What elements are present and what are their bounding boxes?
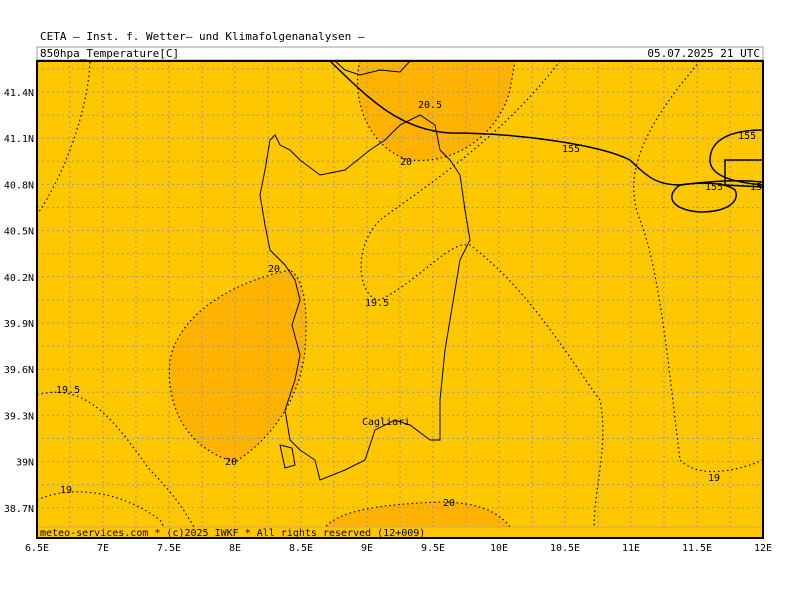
map-frame bbox=[36, 60, 764, 539]
x-tick-label: 6.5E bbox=[25, 543, 49, 554]
footer-text: meteo-services.com * (c)2025 IWKF * All … bbox=[40, 528, 425, 539]
y-tick-label: 40.5N bbox=[4, 227, 34, 238]
source-title: CETA — Inst. f. Wetter— und Klimafolgena… bbox=[40, 30, 365, 43]
contour-label: 15 bbox=[750, 182, 762, 193]
x-tick-label: 9.5E bbox=[421, 543, 445, 554]
y-tick-label: 39.3N bbox=[4, 411, 34, 422]
contour-label: 20 bbox=[400, 157, 412, 168]
coastline bbox=[259, 60, 471, 481]
contour-label: 20 bbox=[225, 457, 237, 468]
y-tick-label: 39.6N bbox=[4, 365, 34, 376]
contour-label: 155 bbox=[705, 182, 723, 193]
warm-region bbox=[357, 61, 515, 161]
valid-time: 05.07.2025 21 UTC bbox=[647, 47, 760, 60]
contour-label: 20 bbox=[443, 498, 455, 509]
contour-label: 155 bbox=[562, 144, 580, 155]
y-tick-label: 38.7N bbox=[4, 504, 34, 515]
y-tick-label: 39N bbox=[16, 458, 34, 469]
contour-label: 19 bbox=[708, 473, 720, 484]
x-tick-label: 7.5E bbox=[157, 543, 181, 554]
warm-region bbox=[169, 270, 307, 462]
geopotential-contours bbox=[329, 60, 764, 213]
contour-labels: 20.5 20 155 155 155 15 20 19.5 19.5 20 1… bbox=[56, 100, 762, 509]
x-tick-label: 10E bbox=[490, 543, 508, 554]
x-tick-label: 11.5E bbox=[682, 543, 712, 554]
contour-label: 19 bbox=[60, 485, 72, 496]
x-tick-label: 9E bbox=[361, 543, 373, 554]
y-tick-label: 40.2N bbox=[4, 273, 34, 284]
y-tick-label: 40.8N bbox=[4, 180, 34, 191]
x-tick-label: 8.5E bbox=[289, 543, 313, 554]
x-tick-label: 11E bbox=[622, 543, 640, 554]
contour-label: 155 bbox=[738, 131, 756, 142]
x-tick-label: 10.5E bbox=[550, 543, 580, 554]
x-tick-label: 8E bbox=[229, 543, 241, 554]
contour-label: 20.5 bbox=[418, 100, 442, 111]
y-tick-label: 39.9N bbox=[4, 319, 34, 330]
contour-label: 19.5 bbox=[365, 298, 389, 309]
field-title: 850hpa_Temperature[C] bbox=[40, 47, 179, 60]
contour-label: 19.5 bbox=[56, 385, 80, 396]
x-tick-label: 7E bbox=[97, 543, 109, 554]
y-tick-label: 41.1N bbox=[4, 134, 34, 145]
contour-label: 20 bbox=[268, 264, 280, 275]
y-tick-label: 41.4N bbox=[4, 88, 34, 99]
isotherms bbox=[36, 60, 764, 539]
city-label: Cagliari bbox=[362, 417, 410, 428]
x-tick-label: 12E bbox=[754, 543, 772, 554]
